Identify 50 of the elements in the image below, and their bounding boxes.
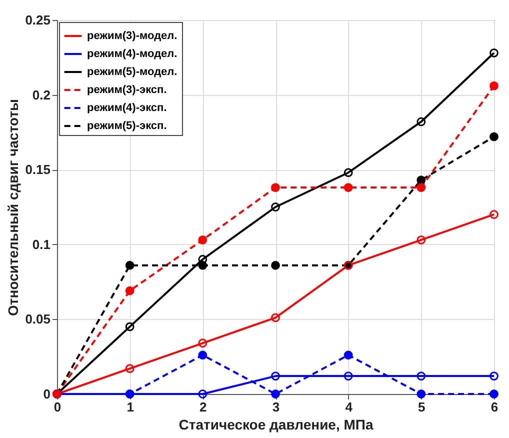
y-tick-label: 0 [43,386,50,402]
point [416,235,426,244]
y-tick-label: 0.1 [32,236,50,252]
legend-label: режим(4)-модел. [87,48,178,60]
point [416,183,426,192]
legend-label: режим(5)-эксп. [87,120,167,132]
x-tick-label: 0 [54,400,62,414]
legend-label: режим(4)-эксп. [87,102,167,114]
point [416,372,426,380]
y-axis-title: Относительный сдвиг частоты [5,98,22,316]
point [416,390,426,398]
x-tick-label: 5 [418,400,426,414]
x-tick-label: 3 [272,400,280,414]
point [198,338,208,348]
point [125,322,134,332]
point [344,183,353,192]
x-tick-label: 4 [345,400,354,414]
point [271,313,280,322]
point [344,350,353,360]
point [490,132,498,142]
point [416,117,426,126]
point [198,390,208,398]
point [271,183,280,192]
legend-label: режим(5)-модел. [87,66,178,78]
point [198,350,208,360]
point [490,210,498,219]
point [344,168,353,178]
x-tick-label: 2 [200,400,207,414]
legend-label: режим(3)-модел. [87,30,178,42]
point [490,48,498,58]
point [416,176,426,185]
point [490,372,498,380]
point [125,286,134,296]
x-axis-title: Статическое давление, МПа [178,416,374,432]
y-tick-label: 0.05 [25,312,50,327]
point [198,235,208,244]
y-tick-label: 0.25 [25,12,50,28]
point [271,390,280,398]
x-tick-label: 1 [126,400,134,414]
point [271,202,280,212]
point [125,364,134,374]
legend-label: режим(3)-эксп. [87,84,167,96]
point [271,260,280,270]
point [271,372,280,380]
point [344,372,353,380]
point [125,260,134,270]
y-tick-label: 0.2 [32,87,50,102]
point [490,81,498,90]
y-tick-label: 0.15 [25,162,50,178]
x-tick-label: 6 [490,400,498,414]
